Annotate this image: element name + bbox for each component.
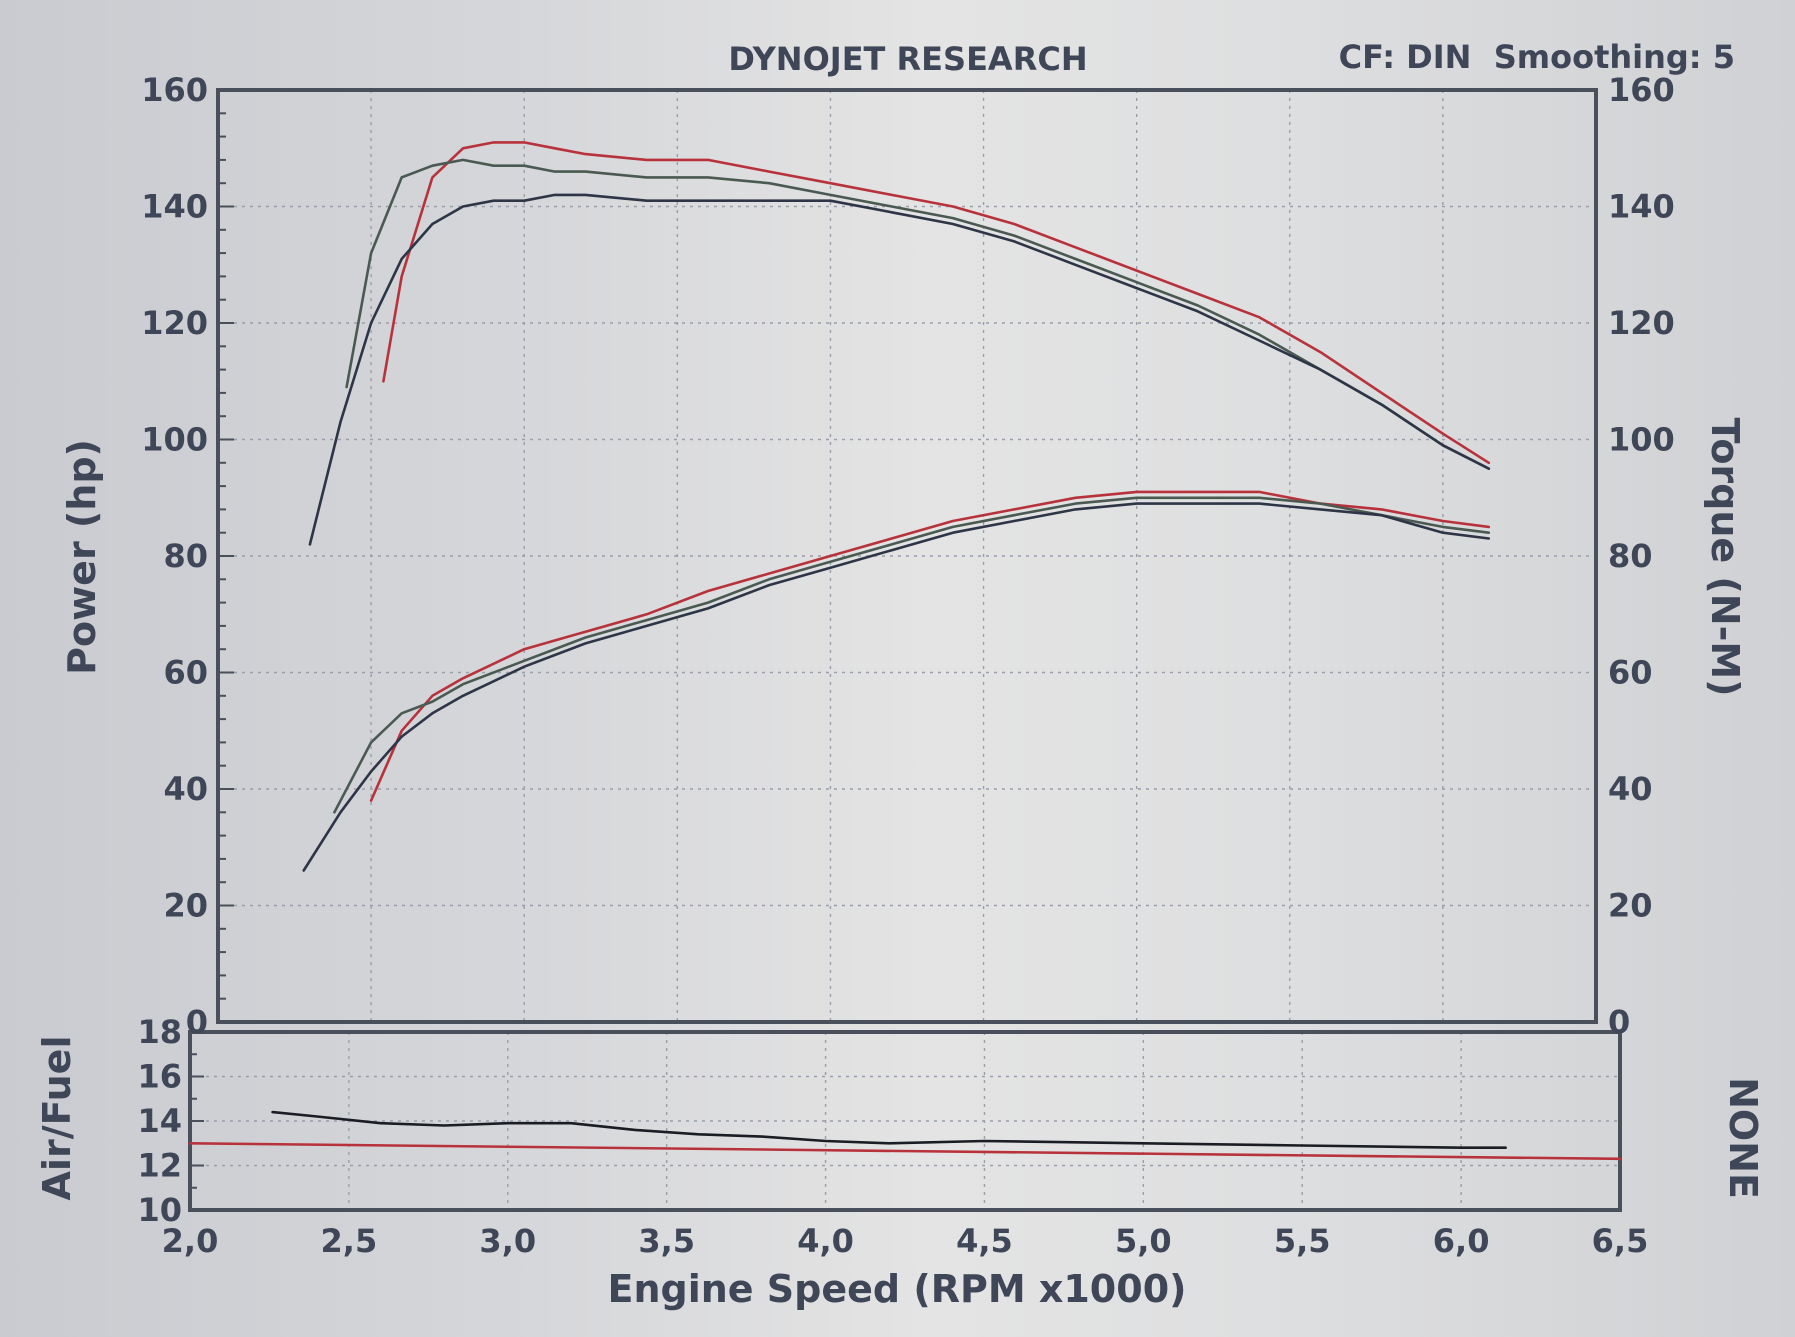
torque-curve — [345, 158, 1491, 470]
main-series — [302, 141, 1491, 872]
rpm-axis-label: Engine Speed (RPM x1000) — [608, 1267, 1187, 1311]
rpm-tick-label: 6,0 — [1433, 1222, 1490, 1260]
torque-tick-labels: 0 20 40 60 80 100 120 140 160 — [1608, 71, 1675, 1041]
torque-tick-label: 20 — [1608, 887, 1653, 925]
rpm-tick-label: 3,5 — [638, 1222, 695, 1260]
power-axis-label: Power (hp) — [60, 439, 104, 675]
torque-tick-label: 160 — [1608, 71, 1675, 109]
rpm-tick-label: 3,0 — [479, 1222, 536, 1260]
rpm-tick-label: 4,5 — [956, 1222, 1013, 1260]
power-tick-label: 120 — [141, 304, 208, 342]
af-tick-labels: 10 12 14 16 18 — [137, 1013, 182, 1229]
rpm-tick-label: 6,5 — [1592, 1222, 1649, 1260]
torque-tick-label: 0 — [1608, 1003, 1630, 1041]
power-tick-label: 100 — [141, 421, 208, 459]
air-fuel-reference-line — [188, 1142, 1622, 1161]
minor-ticks — [190, 89, 234, 1211]
rpm-tick-label: 2,0 — [162, 1222, 219, 1260]
af-grid — [190, 1032, 1620, 1210]
af-tick-label: 18 — [137, 1013, 182, 1051]
power-tick-label: 140 — [141, 188, 208, 226]
rpm-tick-labels: 2,0 2,5 3,0 3,5 4,0 4,5 5,0 5,5 6,0 6,5 — [162, 1222, 1649, 1260]
af-series — [188, 1110, 1622, 1161]
chart-title: DYNOJET RESEARCH — [728, 40, 1087, 78]
torque-tick-label: 40 — [1608, 770, 1653, 808]
power-tick-label: 160 — [141, 71, 208, 109]
power-curve — [302, 502, 1491, 872]
af-tick-label: 14 — [137, 1102, 182, 1140]
power-tick-label: 40 — [163, 770, 208, 808]
torque-tick-label: 80 — [1608, 537, 1653, 575]
chart-header-right: CF: DIN Smoothing: 5 — [1339, 38, 1735, 76]
main-plot-frame — [216, 88, 1598, 1024]
air-fuel-curve — [271, 1110, 1507, 1149]
rpm-tick-label: 4,0 — [797, 1222, 854, 1260]
torque-axis-label: Torque (N-M) — [1703, 417, 1747, 696]
torque-tick-label: 100 — [1608, 421, 1675, 459]
power-curve — [369, 490, 1491, 802]
af-plot-frame — [188, 1030, 1622, 1212]
power-tick-labels: 0 20 40 60 80 100 120 140 160 — [141, 71, 208, 1041]
torque-curve — [308, 193, 1491, 546]
af-tick-label: 12 — [137, 1147, 182, 1185]
torque-tick-label: 140 — [1608, 188, 1675, 226]
rpm-tick-label: 5,0 — [1115, 1222, 1172, 1260]
torque-tick-label: 120 — [1608, 304, 1675, 342]
rpm-tick-label: 2,5 — [321, 1222, 378, 1260]
power-tick-label: 20 — [163, 887, 208, 925]
power-tick-label: 0 — [186, 1003, 208, 1041]
torque-curve — [382, 141, 1491, 465]
af-tick-label: 10 — [137, 1191, 182, 1229]
power-curve — [333, 496, 1491, 814]
power-tick-label: 80 — [163, 537, 208, 575]
af-right-label: NONE — [1721, 1077, 1765, 1199]
af-tick-label: 16 — [137, 1058, 182, 1096]
rpm-tick-label: 5,5 — [1274, 1222, 1331, 1260]
torque-tick-label: 60 — [1608, 654, 1653, 692]
power-tick-label: 60 — [163, 654, 208, 692]
main-grid — [218, 90, 1596, 1022]
af-axis-label: Air/Fuel — [35, 1036, 79, 1201]
